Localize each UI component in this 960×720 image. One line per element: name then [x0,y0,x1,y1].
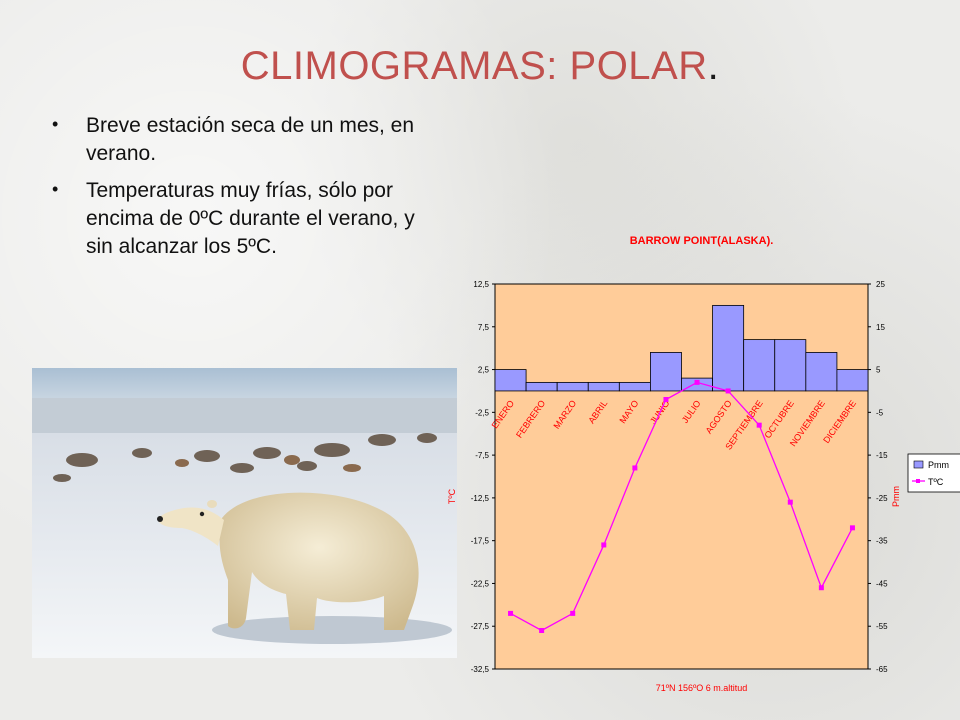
temperature-line [510,381,854,632]
slide-title: CLIMOGRAMAS: POLAR. [0,44,960,89]
temperature-point [539,628,545,633]
left-axis-tick-label: 12,5 [473,280,489,289]
left-axis-tick-label: -17,5 [471,537,490,546]
left-axis-tick-label: -32,5 [471,665,490,674]
slide-title-dot: . [707,44,720,88]
precipitation-bar [556,381,589,392]
temperature-point [694,379,700,385]
temperature-point [818,585,824,591]
temperature-point [787,499,793,505]
right-axis-tick-label: 15 [876,323,885,332]
left-axis-tick-label: -7,5 [475,451,489,460]
left-axis-tick-label: 2,5 [478,366,490,375]
right-axis-tick-label: -55 [876,622,888,631]
temperature-point [508,610,514,616]
legend-label-pmm: Pmm [928,460,949,470]
precipitation-bar [618,381,651,392]
legend-swatch-pmm [913,460,924,469]
right-axis-tick-label: -45 [876,579,888,588]
bullet-dot-icon: • [52,178,59,199]
chart-title: BARROW POINT(ALASKA). [630,235,774,247]
climograph-chart: BARROW POINT(ALASKA). 12,5 7,5 2,5 -2,5 -7,5 -… [440,224,960,714]
right-axis-tick-label: -65 [876,665,888,674]
precipitation-bar [587,381,620,392]
right-axis-tick-label: 25 [876,280,885,289]
precipitation-bar [712,304,745,392]
right-axis-tick-label: -25 [876,494,888,503]
temperature-point [632,465,638,471]
bullet-text: Breve estación seca de un mes, en verano… [86,114,415,166]
bullet-dot-icon: • [52,114,59,134]
chart-footer: 71ºN 156ºO 6 m.altitud [656,683,748,693]
temperature-point [756,422,762,428]
precipitation-bar [805,352,838,392]
left-axis-tick-label: 7,5 [478,323,490,332]
precipitation-bar [494,369,527,392]
right-axis-tick-label: -35 [876,537,888,546]
polar-bear-photo [32,368,457,658]
legend-label-temp: TºC [928,477,944,487]
polar-bear-illustration [32,368,457,658]
left-axis-tick-label: -12,5 [471,494,490,503]
left-axis-tick-label: -2,5 [475,408,489,417]
temperature-point [849,525,855,531]
plot-area [494,283,869,670]
precipitation-bar [525,381,558,392]
y-right-axis-label: Pmm [891,486,901,507]
right-axis-tick-label: -15 [876,451,888,460]
bullet-list: • Breve estación seca de un mes, en veran… [52,112,432,270]
bullet-text: Temperaturas muy frías, sólo por encima … [86,178,415,259]
right-axis-tick-label: -5 [876,408,884,417]
left-axis-tick-label: -22,5 [471,579,490,588]
legend-swatch-point [916,479,920,483]
temperature-point [663,397,669,402]
temperature-point [601,542,607,548]
precipitation-bar [836,369,869,392]
temperature-point [570,610,576,616]
precipitation-bar [774,339,807,392]
slide-title-text: CLIMOGRAMAS: POLAR [240,44,708,88]
bullet-item: • Breve estación seca de un mes, en veran… [52,112,432,169]
precipitation-bar [743,339,776,392]
right-axis-tick-label: 5 [876,366,881,375]
temperature-point [725,388,731,394]
y-left-axis-label: TºC [447,488,457,504]
legend-box [907,453,960,493]
precipitation-bar [650,352,682,392]
climograph-svg: BARROW POINT(ALASKA). 12,5 7,5 2,5 -2,5 -7,5 -… [447,235,960,693]
bullet-item: • Temperaturas muy frías, sólo por encima… [52,177,432,262]
left-axis-tick-label: -27,5 [471,622,490,631]
